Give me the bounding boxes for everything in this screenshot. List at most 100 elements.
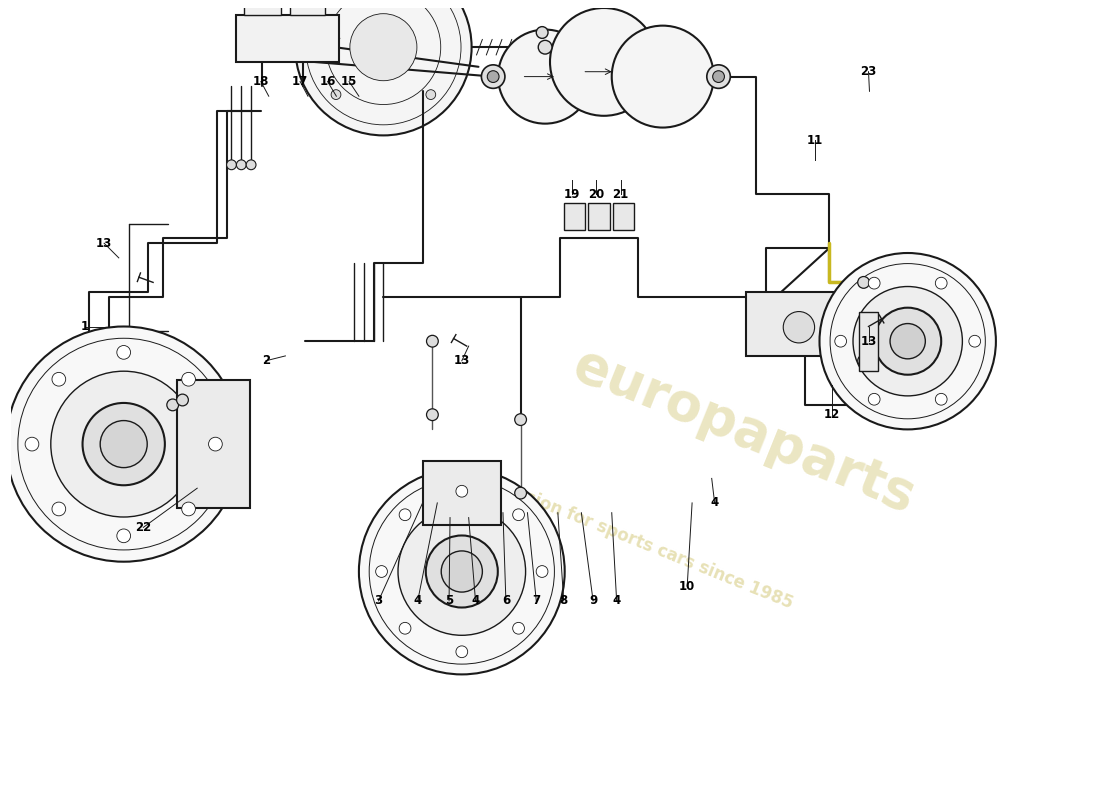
Bar	[563, 203, 585, 230]
Circle shape	[868, 278, 880, 289]
Bar	[588, 203, 609, 230]
Circle shape	[331, 0, 341, 5]
Circle shape	[52, 372, 66, 386]
Text: 4: 4	[414, 594, 421, 607]
Bar	[177, 380, 250, 508]
Bar	[290, 0, 324, 15]
Circle shape	[52, 502, 66, 516]
Circle shape	[487, 70, 499, 82]
Text: 7: 7	[532, 594, 540, 607]
Text: 1: 1	[80, 320, 89, 333]
Text: europaparts: europaparts	[565, 339, 923, 524]
Text: 15: 15	[341, 75, 358, 88]
Circle shape	[426, 535, 498, 607]
Circle shape	[100, 421, 147, 468]
Circle shape	[858, 355, 869, 366]
Text: 13: 13	[96, 237, 112, 250]
Bar	[859, 312, 878, 370]
Text: 22: 22	[135, 521, 152, 534]
Bar	[244, 0, 282, 15]
Text: 4: 4	[472, 594, 480, 607]
Text: 6: 6	[502, 594, 510, 607]
Bar	[613, 203, 635, 230]
Circle shape	[426, 0, 436, 5]
Text: 13: 13	[860, 334, 877, 348]
Circle shape	[426, 90, 436, 99]
Circle shape	[246, 160, 256, 170]
Text: 13: 13	[453, 354, 470, 367]
Circle shape	[359, 469, 564, 674]
Text: 21: 21	[613, 188, 629, 201]
Circle shape	[227, 160, 236, 170]
Bar	[422, 462, 501, 525]
Text: 17: 17	[292, 75, 308, 88]
Circle shape	[707, 65, 730, 88]
Circle shape	[550, 8, 658, 116]
Text: 4: 4	[613, 594, 620, 607]
Circle shape	[427, 335, 438, 347]
Circle shape	[117, 346, 131, 359]
Circle shape	[455, 646, 468, 658]
Circle shape	[852, 286, 962, 396]
Circle shape	[441, 551, 483, 592]
Text: 19: 19	[563, 188, 580, 201]
Bar	[746, 292, 864, 356]
Circle shape	[835, 335, 847, 347]
Circle shape	[7, 326, 241, 562]
Circle shape	[935, 394, 947, 405]
Text: 12: 12	[824, 408, 840, 421]
Text: 10: 10	[679, 580, 695, 593]
Circle shape	[515, 414, 527, 426]
Circle shape	[331, 90, 341, 99]
Text: 11: 11	[806, 134, 823, 146]
Text: 2: 2	[262, 354, 270, 367]
Circle shape	[612, 26, 714, 127]
Circle shape	[177, 394, 188, 406]
Circle shape	[427, 409, 438, 421]
Circle shape	[376, 566, 387, 578]
Circle shape	[538, 40, 552, 54]
Text: 20: 20	[587, 188, 604, 201]
Circle shape	[969, 335, 980, 347]
Circle shape	[498, 30, 592, 124]
Circle shape	[209, 438, 222, 451]
Circle shape	[25, 438, 39, 451]
Circle shape	[455, 486, 468, 497]
Circle shape	[820, 253, 996, 430]
Text: 4: 4	[711, 496, 718, 510]
Text: 16: 16	[319, 75, 336, 88]
Circle shape	[515, 487, 527, 499]
Circle shape	[350, 14, 417, 81]
Circle shape	[182, 372, 196, 386]
Circle shape	[874, 308, 942, 374]
Text: 3: 3	[374, 594, 383, 607]
Circle shape	[236, 160, 246, 170]
Circle shape	[182, 502, 196, 516]
Circle shape	[868, 394, 880, 405]
Circle shape	[783, 311, 815, 343]
Circle shape	[117, 529, 131, 542]
Circle shape	[399, 509, 411, 521]
Text: 23: 23	[860, 66, 877, 78]
Text: 8: 8	[560, 594, 568, 607]
Circle shape	[399, 622, 411, 634]
Text: a passion for sports cars since 1985: a passion for sports cars since 1985	[476, 470, 796, 613]
Circle shape	[513, 509, 525, 521]
Circle shape	[713, 70, 725, 82]
Bar	[236, 15, 339, 62]
Circle shape	[890, 323, 925, 359]
Text: 18: 18	[253, 75, 270, 88]
Circle shape	[82, 403, 165, 486]
Circle shape	[935, 278, 947, 289]
Circle shape	[295, 0, 472, 135]
Circle shape	[51, 371, 197, 517]
Circle shape	[858, 277, 869, 288]
Circle shape	[167, 399, 178, 410]
Text: 5: 5	[444, 594, 453, 607]
Circle shape	[536, 566, 548, 578]
Circle shape	[398, 508, 526, 635]
Circle shape	[537, 26, 548, 38]
Circle shape	[513, 622, 525, 634]
Text: 9: 9	[588, 594, 597, 607]
Circle shape	[482, 65, 505, 88]
